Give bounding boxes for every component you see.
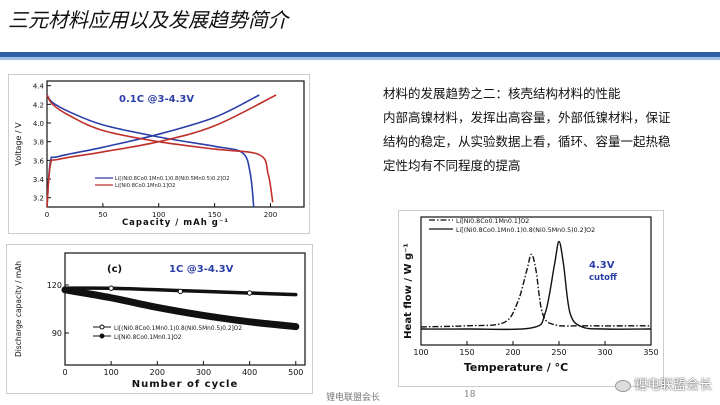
title-underline-light <box>0 57 720 60</box>
legend-marker <box>99 324 105 330</box>
voltage-capacity-chart: 0 50 100 150 200 3.2 3.4 3.6 3.8 4.0 4.2 4.4 0.1C @3… <box>14 80 305 228</box>
legend-label: Li[Ni0.8Co0.1Mn0.1]O2 <box>456 218 529 225</box>
x-tick-label: 300 <box>196 368 211 377</box>
page-number: 18 <box>464 390 476 400</box>
x-tick-label: 200 <box>505 348 520 357</box>
watermark-text: 锂电联盟会长 <box>633 378 712 393</box>
x-tick-label: 500 <box>288 368 303 377</box>
y-tick-label: 3.8 <box>33 139 44 147</box>
x-axis-label: Temperature / °C <box>464 361 568 374</box>
series-line <box>46 94 274 203</box>
description-line: 结构的稳定，从实验数据上看，循环、容量一起热稳 <box>383 134 671 149</box>
dsc-chart: 100 150 200 250 300 350 Li[Ni0.8Co0.1Mn0.1]O2 L… <box>403 216 659 374</box>
annotation-label: 1C @3-4.3V <box>169 264 234 275</box>
y-tick-label: 4.4 <box>33 83 45 91</box>
x-tick-label: 300 <box>597 348 612 357</box>
x-tick-label: 150 <box>208 211 221 219</box>
x-tick-label: 100 <box>152 211 165 219</box>
watermark: 锂电联盟会长 <box>614 374 712 393</box>
annotation-label: 0.1C @3-4.3V <box>119 94 194 105</box>
x-tick-label: 0 <box>62 368 67 377</box>
x-tick-label: 100 <box>104 368 119 377</box>
cycle-life-figure: 0 100 200 300 400 500 90 120 (c) 1C @3-4.3V Li[(Ni… <box>6 244 313 394</box>
x-tick-label: 200 <box>150 368 165 377</box>
legend-label: Li[(Ni0.8Co0.1Mn0.1)0.8(Ni0.5Mn0.5)0.2]O… <box>115 176 230 182</box>
x-tick-label: 400 <box>242 368 257 377</box>
voltage-capacity-figure: 0 50 100 150 200 3.2 3.4 3.6 3.8 4.0 4.2 4.4 0.1C @3… <box>8 74 310 234</box>
data-point <box>177 288 184 295</box>
description-line: 内部高镍材料，发挥出高容量，外部低镍材料，保证 <box>383 110 671 125</box>
y-tick-label: 4.2 <box>33 101 44 109</box>
legend-label: Li[(Ni0.8Co0.1Mn0.1)0.8(Ni0.5Mn0.5)0.2]O… <box>456 227 595 234</box>
y-tick-label: 120 <box>47 281 62 290</box>
cycle-life-chart: 0 100 200 300 400 500 90 120 (c) 1C @3-4.3V Li[(Ni… <box>14 252 306 390</box>
series-line <box>46 94 277 208</box>
x-tick-label: 150 <box>459 348 474 357</box>
x-tick-label: 200 <box>264 211 277 219</box>
x-tick-label: 350 <box>643 348 658 357</box>
y-tick-label: 3.4 <box>33 176 45 184</box>
legend-label: Li[(Ni0.8Co0.1Mn0.1)0.8(Ni0.5Mn0.5)0.2]O… <box>114 326 242 332</box>
legend-label: Li[Ni0.8Co0.1Mn0.1]O2 <box>115 183 175 189</box>
annotation-cutoff: cutoff <box>589 273 617 283</box>
y-tick-label: 90 <box>52 329 62 338</box>
series-line <box>420 253 652 328</box>
description-line: 材料的发展趋势之二：核壳结构材料的性能 <box>383 86 621 101</box>
series-line <box>46 94 255 208</box>
y-tick-label: 3.6 <box>33 157 45 165</box>
legend-label: Li[Ni0.8Co0.1Mn0.1]O2 <box>114 335 182 341</box>
page-title: 三元材料应用以及发展趋势简介 <box>8 8 288 32</box>
y-axis-label: Discharge capacity / mAh <box>14 261 23 357</box>
series-line <box>420 240 652 331</box>
description-text: 材料的发展趋势之二：核壳结构材料的性能 内部高镍材料，发挥出高容量，外部低镍材料… <box>383 82 705 178</box>
dsc-figure: 100 150 200 250 300 350 Li[Ni0.8Co0.1Mn0.1]O2 L… <box>398 210 664 387</box>
series-line <box>61 286 300 331</box>
data-point <box>108 285 114 291</box>
description-line: 定性均有不同程度的提高 <box>383 158 521 173</box>
x-tick-label: 0 <box>45 211 49 219</box>
y-tick-label: 3.2 <box>33 195 44 203</box>
plot-frame <box>64 252 306 366</box>
x-tick-label: 50 <box>98 211 107 219</box>
y-axis-label: Heat flow / W g⁻¹ <box>403 243 414 339</box>
plot-frame <box>420 216 652 346</box>
panel-label: (c) <box>107 264 122 275</box>
annotation-voltage: 4.3V <box>589 260 615 271</box>
wechat-icon <box>614 379 631 392</box>
title-underline <box>0 52 720 57</box>
x-axis-label: Capacity / mAh g⁻¹ <box>122 218 229 228</box>
data-point <box>246 290 253 296</box>
y-axis-label: Voltage / V <box>14 122 23 166</box>
x-axis-label: Number of cycle <box>132 379 239 390</box>
y-tick-label: 4.0 <box>33 120 44 128</box>
legend-marker <box>99 333 105 339</box>
x-tick-label: 250 <box>551 348 566 357</box>
footer-label: 锂电联盟会长 <box>326 393 381 403</box>
x-tick-label: 100 <box>413 348 428 357</box>
plot-frame <box>46 80 305 208</box>
